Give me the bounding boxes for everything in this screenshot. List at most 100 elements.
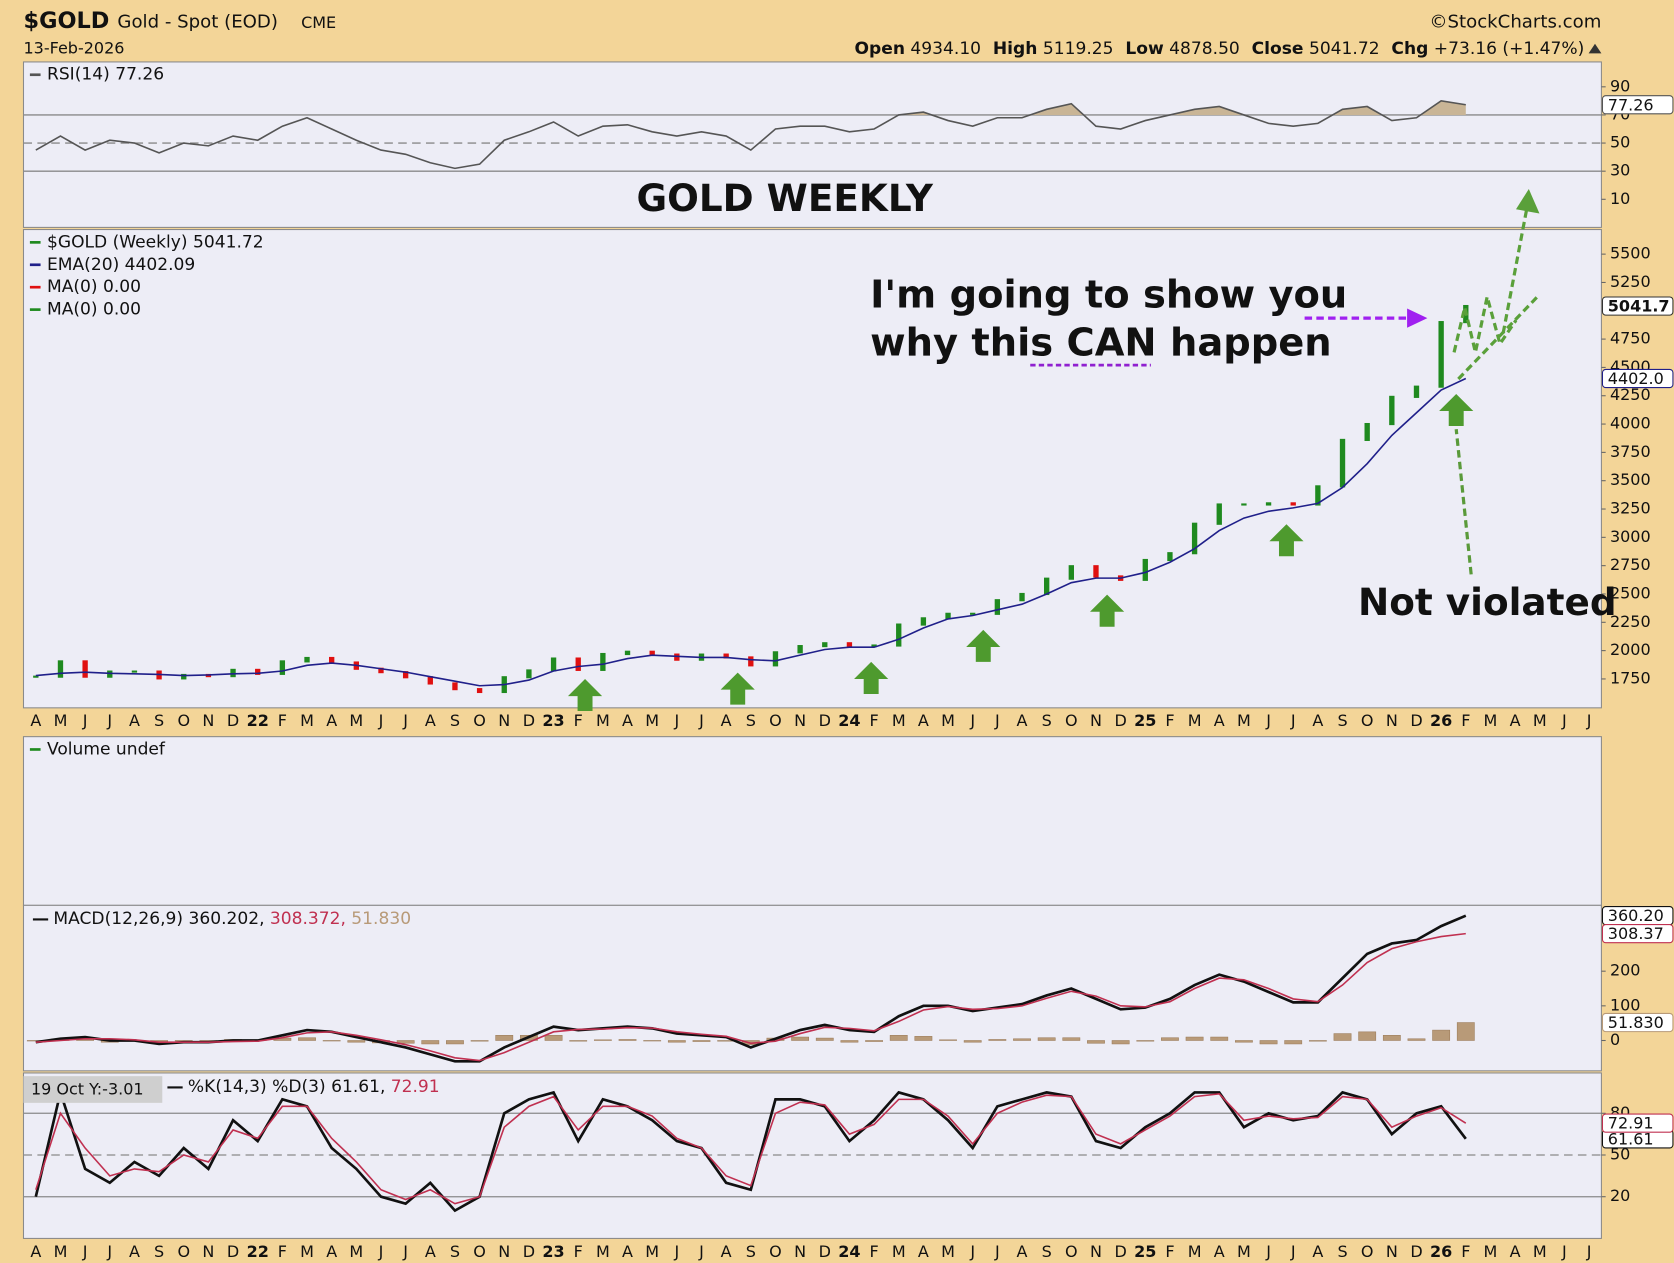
price-bar (1339, 438, 1346, 488)
price-bar (304, 656, 310, 663)
price-bar (1216, 503, 1222, 525)
x-tick-label: M (892, 711, 906, 730)
price-bar (550, 657, 557, 672)
histogram-bar (963, 1040, 982, 1043)
x-tick-label: S (746, 1242, 756, 1261)
cursor-box (23, 1076, 163, 1103)
x-tick-label: O (769, 711, 782, 730)
x-tick-label: 26 (1430, 1242, 1452, 1261)
x-tick-label: 22 (247, 711, 269, 730)
value-tag: 72.91 (1608, 1114, 1654, 1133)
x-tick-label: J (1561, 1242, 1567, 1261)
x-tick-label: D (227, 711, 239, 730)
histogram-bar (692, 1040, 711, 1042)
x-tick-label: N (1386, 711, 1398, 730)
price-bar (575, 657, 581, 671)
histogram-bar (1456, 1022, 1475, 1041)
legend-entry: MA(0) 0.00 (47, 300, 141, 320)
legend-entry: MA(0) 0.00 (47, 277, 141, 297)
projection (1452, 296, 1518, 353)
x-tick-label: A (1017, 1242, 1028, 1261)
x-tick-label: N (794, 711, 806, 730)
x-tick-label: A (721, 711, 732, 730)
value-tag: 77.26 (1608, 95, 1654, 114)
x-tick-label: M (1484, 1242, 1498, 1261)
x-tick-label: J (82, 711, 88, 730)
price-bar (822, 642, 828, 648)
x-tick-label: F (278, 711, 287, 730)
panels: 9070503010RSI(14) 77.2677.26175020002250… (22, 61, 1674, 1261)
x-tick-label: J (106, 1242, 112, 1261)
x-tick-label: D (819, 1242, 831, 1261)
value-tag: 308.37 (1608, 924, 1664, 943)
chg-value: +73.16 (+1.47%) (1434, 39, 1585, 59)
price-bar (402, 671, 409, 679)
x-tick-label: A (721, 1242, 732, 1261)
histogram-bar (1235, 1040, 1253, 1043)
price-bar (255, 668, 261, 675)
x-tick-label: M (596, 1242, 610, 1261)
x-tick-label: F (278, 1242, 287, 1261)
x-tick-label: M (596, 711, 610, 730)
price-bar (1019, 592, 1025, 602)
price-bar (1438, 321, 1444, 388)
x-tick-label: J (969, 1242, 975, 1261)
legend: — MACD(12,26,9) 360.202, 308.372, 51.830 (32, 909, 411, 929)
series-line (35, 932, 1466, 1062)
x-tick-label: A (1312, 711, 1323, 730)
histogram-bar (569, 1040, 588, 1042)
histogram-bar (322, 1040, 341, 1042)
price-bar (181, 673, 187, 680)
price-bar (772, 651, 779, 667)
x-tick-label: M (941, 711, 955, 730)
y-tick-label: 90 (1610, 76, 1630, 95)
panel-title: GOLD WEEKLY (636, 176, 933, 220)
legend: — %K(14,3) %D(3) 61.61, 72.91 (167, 1077, 440, 1097)
x-tick-label: O (1065, 1242, 1078, 1261)
x-tick-label: D (1410, 1242, 1422, 1261)
histogram-bar (1432, 1029, 1451, 1041)
x-tick-label: A (129, 1242, 140, 1261)
value-tag: 51.830 (1608, 1013, 1664, 1032)
price-bar (871, 644, 877, 648)
histogram-bar (1333, 1033, 1352, 1041)
callout-arrowhead (1407, 308, 1428, 328)
histogram-bar (643, 1040, 662, 1042)
x-tick-label: J (673, 1242, 679, 1261)
y-tick-label: 1750 (1610, 668, 1651, 687)
x-tick-label: A (326, 711, 337, 730)
x-tick-label: J (1586, 711, 1592, 730)
high-value: 5119.25 (1043, 39, 1114, 59)
x-tick-label: S (1337, 1242, 1347, 1261)
y-tick-label: 100 (1610, 995, 1641, 1014)
price-bar (131, 670, 138, 673)
x-tick-label: M (1237, 711, 1251, 730)
legend-entry: Volume undef (47, 739, 166, 759)
histogram-bar (421, 1040, 440, 1045)
x-tick-label: N (794, 1242, 806, 1261)
x-tick-label: M (645, 1242, 659, 1261)
legend-entry: $GOLD (Weekly) 5041.72 (47, 232, 264, 252)
x-tick-label: M (54, 1242, 68, 1261)
y-tick-label: 50 (1610, 1144, 1630, 1163)
x-tick-label: M (1237, 1242, 1251, 1261)
y-tick-label: 4250 (1610, 385, 1651, 404)
open-label: Open (855, 39, 905, 59)
x-tick-label: 26 (1430, 711, 1452, 730)
histogram-bar (1185, 1036, 1204, 1041)
x-tick-label: J (1290, 711, 1296, 730)
legend-entry: 72.91 (391, 1077, 440, 1097)
chg-label: Chg (1391, 39, 1428, 59)
panel: Volume undef (22, 736, 1602, 906)
price-bar (624, 650, 631, 656)
value-tag-box (1601, 95, 1674, 115)
x-tick-label: M (300, 1242, 314, 1261)
value-tag-box (1601, 296, 1674, 316)
histogram-bar (1407, 1038, 1426, 1041)
x-tick-label: M (1188, 1242, 1202, 1261)
exchange: CME (301, 13, 336, 32)
y-tick-label: 5250 (1610, 272, 1651, 291)
histogram-bar (1087, 1040, 1105, 1044)
x-tick-label: S (450, 1242, 460, 1261)
